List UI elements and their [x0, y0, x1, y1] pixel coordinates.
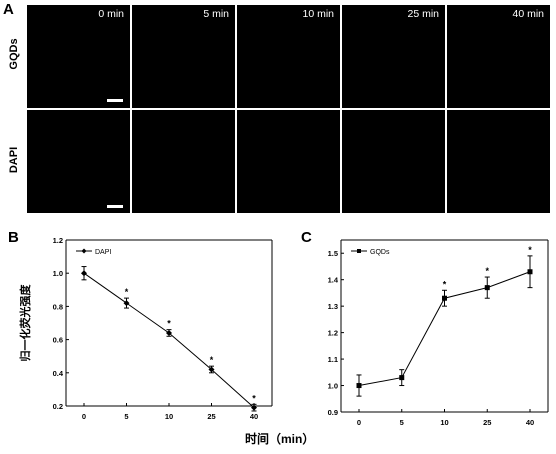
y-tick-label: 1.3	[328, 302, 338, 311]
data-point	[485, 285, 490, 290]
significance-star: *	[485, 266, 489, 276]
shared-x-axis-label: 时间（min）	[245, 430, 314, 447]
significance-star: *	[528, 245, 532, 255]
data-point	[442, 296, 447, 301]
significance-star: *	[443, 279, 447, 289]
y-tick-label: 1.5	[328, 249, 338, 258]
legend-label: GQDs	[370, 249, 390, 256]
y-tick-label: 0.9	[328, 408, 338, 417]
legend-marker	[357, 249, 361, 253]
data-point	[399, 375, 404, 380]
x-tick-label: 10	[440, 418, 448, 427]
data-point	[528, 269, 533, 274]
y-tick-label: 1.2	[328, 329, 338, 338]
x-tick-label: 0	[357, 418, 361, 427]
x-tick-label: 40	[526, 418, 534, 427]
data-point	[357, 383, 362, 388]
x-tick-label: 25	[483, 418, 491, 427]
y-tick-label: 1.4	[328, 276, 339, 285]
y-tick-label: 1.0	[328, 382, 338, 391]
y-tick-label: 1.1	[328, 355, 338, 364]
x-tick-label: 5	[400, 418, 404, 427]
